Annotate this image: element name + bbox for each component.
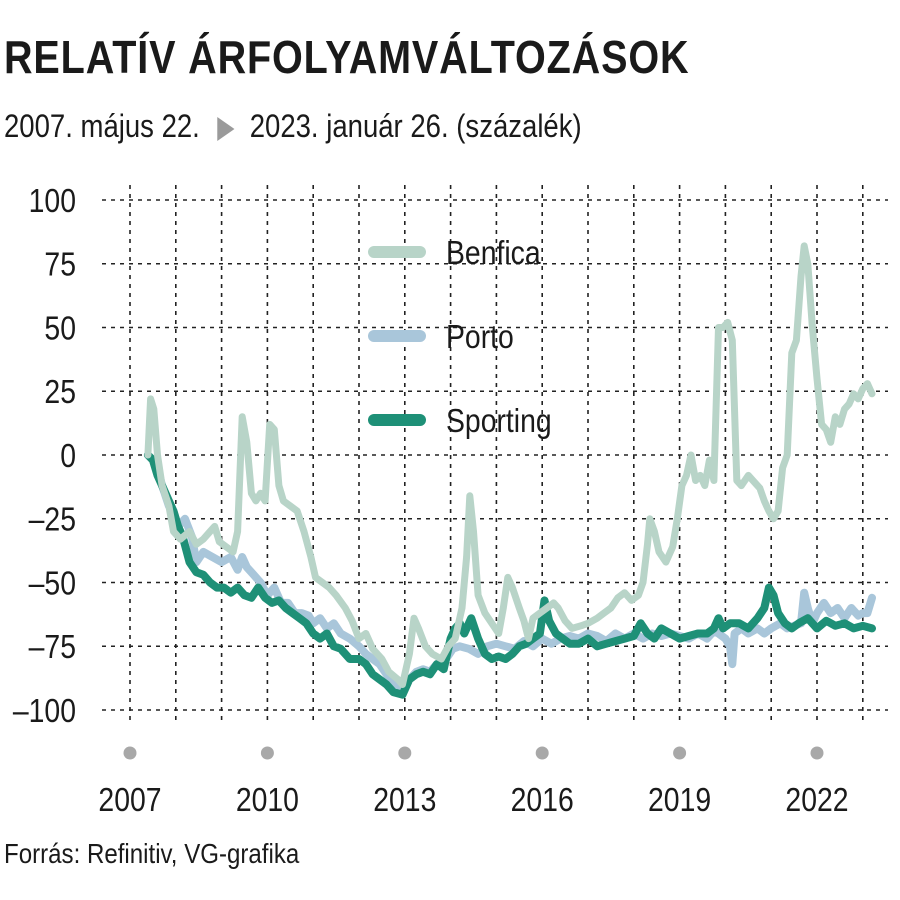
y-tick-label: –100: [13, 692, 76, 730]
x-tick-label: 2016: [511, 781, 574, 819]
series-line-porto: [143, 451, 876, 694]
chart-series: [143, 242, 876, 699]
series-line-benfica: [144, 242, 876, 688]
y-tick-label: –25: [29, 501, 76, 539]
legend-label-benfica: Benfica: [446, 234, 541, 272]
legend-label-sporting: Sporting: [446, 402, 552, 440]
y-tick-label: 0: [60, 437, 76, 475]
chart-subtitle: 2007. május 22. 2023. január 26. (százalé…: [4, 108, 582, 145]
chart-title: RELATÍV ÁRFOLYAMVÁLTOZÁSOK: [4, 31, 690, 83]
x-tick-label: 2007: [98, 781, 161, 819]
year-marker-dot: [810, 746, 824, 760]
x-tick-label: 2019: [648, 781, 711, 819]
year-marker-dot: [535, 746, 549, 760]
play-arrow-icon: [217, 116, 235, 141]
x-tick-label: 2022: [785, 781, 848, 819]
year-marker-dot: [673, 746, 687, 760]
year-marker-dot: [123, 746, 137, 760]
legend-swatch-porto: [368, 330, 426, 342]
y-axis-tick-labels: 100 75 50 25 0 –25 –50 –75 –100: [13, 182, 76, 730]
year-marker-dot: [260, 746, 274, 760]
y-tick-label: 100: [29, 182, 76, 220]
x-tick-label: 2010: [236, 781, 299, 819]
y-tick-label: 75: [44, 246, 76, 284]
y-tick-label: –50: [29, 564, 76, 602]
subtitle-end-date: 2023. január 26. (százalék): [249, 108, 582, 144]
series-line-sporting: [143, 451, 876, 699]
source-note: Forrás: Refinitiv, VG-grafika: [4, 838, 300, 869]
subtitle-start-date: 2007. május 22.: [4, 108, 200, 144]
legend-swatch-benfica: [368, 246, 426, 258]
legend-swatch-sporting: [368, 414, 426, 426]
y-tick-label: 25: [44, 373, 76, 411]
y-tick-label: –75: [29, 628, 76, 666]
chart-legend: Benfica Porto Sporting: [368, 234, 552, 440]
x-axis-tick-labels: 2007 2010 2013 2016 2019 2022: [98, 781, 848, 819]
x-tick-label: 2013: [373, 781, 436, 819]
year-markers: [123, 746, 824, 760]
year-marker-dot: [398, 746, 412, 760]
y-tick-label: 50: [44, 309, 76, 347]
legend-label-porto: Porto: [446, 318, 514, 356]
